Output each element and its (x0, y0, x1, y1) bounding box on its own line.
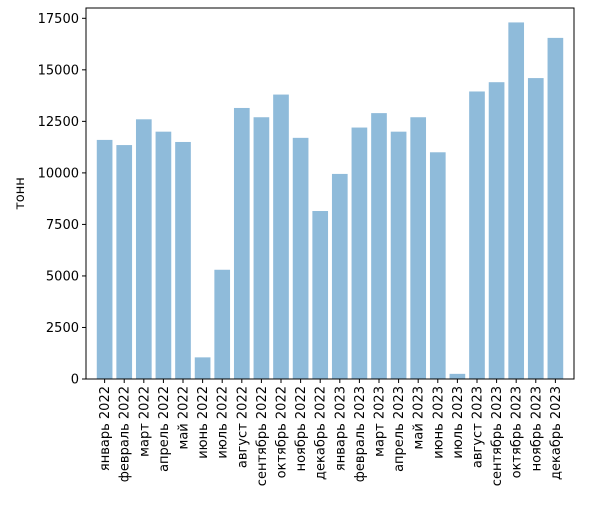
bar (175, 141, 191, 379)
x-tick-label: июль 2023 (451, 386, 466, 459)
x-tick-label: апрель 2022 (157, 386, 172, 472)
x-tick-label: октябрь 2022 (275, 386, 290, 478)
bar (233, 107, 250, 379)
bar (410, 117, 427, 379)
y-tick-label: 0 (71, 373, 79, 388)
y-axis-label: тонн (13, 177, 28, 210)
bar (96, 139, 113, 379)
x-tick-label: май 2023 (412, 386, 427, 449)
x-tick-label: сентябрь 2022 (255, 386, 270, 486)
bar (214, 269, 231, 379)
bar (135, 119, 152, 380)
x-tick-label: май 2022 (177, 386, 192, 449)
y-tick-label: 7500 (46, 218, 79, 233)
x-tick-label: июнь 2023 (431, 386, 446, 459)
bar (312, 211, 329, 379)
y-tick-label: 15000 (38, 63, 79, 78)
plot-frame (85, 7, 575, 380)
x-tick-label: август 2022 (235, 386, 250, 468)
y-tick-label: 10000 (38, 166, 79, 181)
bar (527, 78, 544, 380)
bar (331, 173, 348, 379)
bar (488, 82, 505, 379)
bar (253, 117, 270, 379)
y-axis: 0 2500 5000 7500 10000 12500 15000 17500 (38, 12, 86, 388)
x-tick-label: март 2022 (137, 386, 152, 457)
x-tick-label: январь 2023 (333, 386, 348, 471)
x-tick-label: ноябрь 2023 (529, 386, 544, 471)
y-tick-label: 2500 (46, 321, 79, 336)
x-tick-label: октябрь 2023 (510, 386, 525, 478)
bar (155, 131, 172, 379)
bar (508, 22, 525, 380)
bar (547, 37, 564, 380)
bar (469, 91, 485, 379)
bar (273, 94, 289, 380)
bar (371, 113, 387, 379)
bars-group (96, 22, 564, 380)
bar (194, 357, 211, 379)
x-tick-label: июль 2022 (216, 386, 231, 459)
bar (292, 137, 309, 379)
x-tick-label: август 2023 (470, 386, 485, 468)
x-tick-label: июнь 2022 (196, 386, 211, 459)
bar (449, 373, 466, 379)
x-tick-label: апрель 2023 (392, 386, 407, 472)
bar (116, 145, 133, 379)
y-tick-label: 17500 (38, 12, 79, 27)
bar (390, 131, 407, 379)
x-tick-label: декабрь 2023 (549, 386, 564, 480)
x-tick-label: декабрь 2022 (314, 386, 329, 480)
y-tick-label: 12500 (38, 115, 79, 130)
x-tick-label: февраль 2023 (353, 386, 368, 482)
x-tick-label: сентябрь 2023 (490, 386, 505, 486)
bar (429, 152, 446, 379)
y-tick-label: 5000 (46, 269, 79, 284)
x-tick-label: январь 2022 (98, 386, 113, 471)
bar (351, 127, 368, 380)
x-axis: январь 2022 февраль 2022 март 2022 апрель 2… (98, 379, 564, 486)
x-tick-label: февраль 2022 (118, 386, 133, 482)
x-tick-label: март 2023 (372, 386, 387, 457)
x-tick-label: ноябрь 2022 (294, 386, 309, 471)
